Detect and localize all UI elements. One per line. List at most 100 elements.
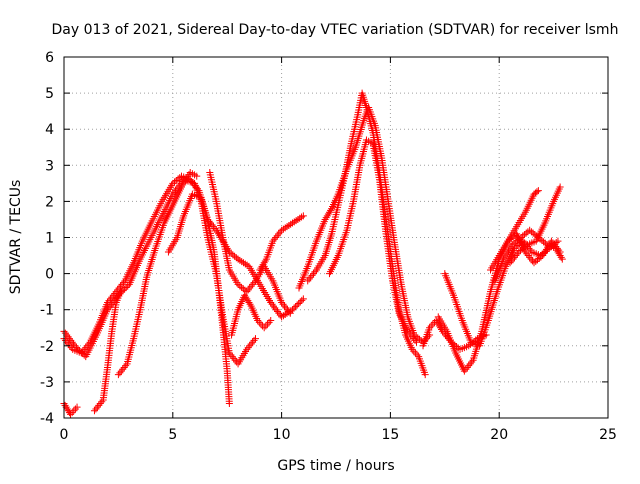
data-point <box>283 223 291 231</box>
data-point <box>537 252 545 260</box>
data-point <box>230 354 238 362</box>
data-point <box>513 250 521 258</box>
y-tick-label: -2 <box>40 339 54 355</box>
data-point <box>240 259 248 267</box>
data-point <box>526 246 534 254</box>
data-point <box>465 342 473 350</box>
data-point <box>520 231 528 239</box>
data-point <box>243 345 251 353</box>
data-point <box>246 284 254 292</box>
data-point <box>298 213 306 221</box>
data-point <box>295 300 303 308</box>
data-point <box>247 340 255 348</box>
data-point <box>273 232 281 240</box>
data-point <box>243 261 251 269</box>
data-point <box>555 250 563 258</box>
data-point <box>119 365 127 373</box>
data-point <box>117 367 125 375</box>
data-point <box>245 298 253 306</box>
data-point <box>244 344 252 352</box>
data-point <box>114 286 122 294</box>
data-point <box>283 306 291 314</box>
data-point <box>118 280 126 288</box>
data-point <box>462 365 470 373</box>
x-tick-label: 5 <box>168 427 177 443</box>
data-point <box>188 178 196 186</box>
data-point <box>121 285 129 293</box>
y-tick-label: -4 <box>40 411 54 427</box>
data-point <box>534 234 542 241</box>
data-point <box>290 304 298 312</box>
data-point <box>325 208 333 216</box>
y-axis-label: SDTVAR / TECUs <box>8 180 24 295</box>
data-point <box>538 236 546 244</box>
data-point <box>77 349 85 357</box>
series-arc-c <box>60 400 81 418</box>
data-point <box>114 371 122 379</box>
data-point <box>527 228 535 236</box>
data-point <box>241 291 249 299</box>
data-point <box>557 253 565 261</box>
x-axis-label: GPS time / hours <box>277 458 394 474</box>
data-point <box>508 257 516 265</box>
data-point <box>117 288 125 296</box>
data-point <box>104 298 112 306</box>
data-point <box>189 179 197 187</box>
data-point <box>432 317 440 325</box>
data-point <box>426 324 434 332</box>
data-point <box>512 238 520 246</box>
data-point <box>118 288 126 296</box>
data-point <box>172 176 180 184</box>
data-point <box>92 405 100 413</box>
data-point <box>416 335 424 343</box>
data-point <box>265 318 273 326</box>
data-point <box>260 259 268 267</box>
data-point <box>234 280 242 288</box>
data-point <box>410 347 418 355</box>
data-point <box>61 401 69 409</box>
y-tick-label: 0 <box>45 267 54 283</box>
data-point <box>308 271 316 279</box>
data-point <box>526 253 534 261</box>
data-point <box>292 303 300 311</box>
series-arc-p <box>486 187 542 274</box>
data-point <box>299 295 307 303</box>
data-point <box>407 331 415 339</box>
data-point <box>526 226 534 234</box>
data-point <box>228 353 236 361</box>
data-point <box>169 190 177 198</box>
data-point <box>519 232 527 240</box>
data-point <box>293 301 301 309</box>
data-point <box>243 295 251 303</box>
data-point <box>90 407 98 415</box>
data-point <box>63 405 71 413</box>
series-arc-l <box>325 136 421 346</box>
data-point <box>255 318 263 326</box>
data-point <box>460 367 468 375</box>
tick-layer: 0 5 10 15 20 25 -4 -3 -2 -1 0 1 2 3 4 5 6 <box>40 50 617 443</box>
data-point <box>267 317 275 325</box>
y-tick-label: 5 <box>45 86 54 102</box>
data-point <box>67 410 75 418</box>
data-point <box>106 302 114 310</box>
y-tick-label: 3 <box>45 158 54 174</box>
data-point <box>304 277 312 285</box>
data-point <box>292 217 300 225</box>
data-point <box>64 333 72 341</box>
data-point <box>205 217 213 225</box>
data-point <box>522 242 530 250</box>
data-point <box>269 237 277 245</box>
data-point <box>310 270 318 278</box>
data-point <box>262 322 270 330</box>
data-point <box>285 221 293 229</box>
data-point <box>324 210 332 218</box>
data-point <box>296 298 304 306</box>
data-point <box>208 221 216 229</box>
series-arc-g <box>206 169 294 317</box>
data-point <box>204 215 212 223</box>
series-arc-f <box>164 190 307 321</box>
y-tick-label: 2 <box>45 194 54 210</box>
data-point <box>278 298 286 306</box>
data-point <box>279 312 287 320</box>
data-point <box>427 322 435 330</box>
